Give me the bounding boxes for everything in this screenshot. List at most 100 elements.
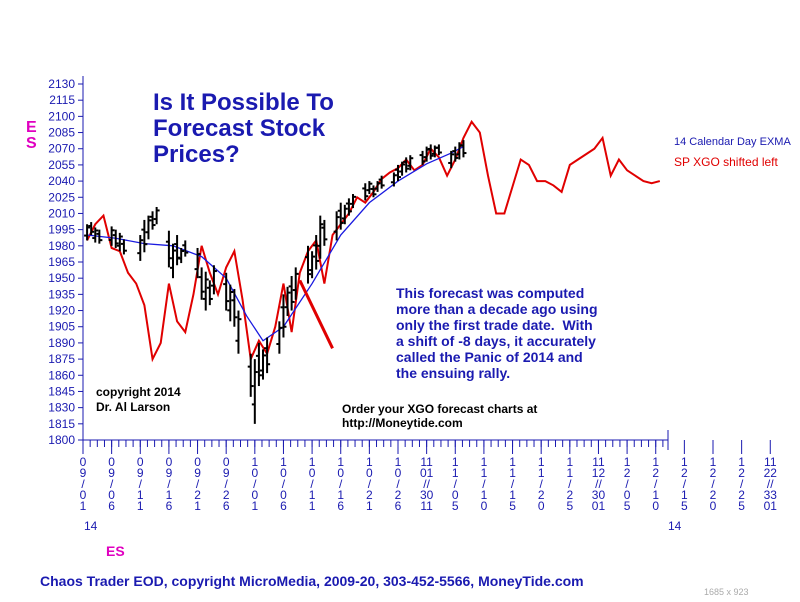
x-tick-label: 1 1/2 5	[566, 455, 573, 513]
x-tick-label: 1 0/0 6	[280, 455, 287, 513]
price-bar	[170, 243, 176, 279]
price-bar	[223, 272, 230, 311]
price-bar	[366, 181, 373, 195]
price-bar	[452, 146, 459, 162]
year-label-start: 14	[84, 519, 98, 533]
price-bar	[264, 337, 271, 374]
footer-credit: Chaos Trader EOD, copyright MicroMedia, …	[40, 573, 584, 589]
price-bar	[309, 251, 316, 279]
y-tick-label: 2040	[48, 174, 75, 188]
forecast-annotation: This forecast was computed more than a d…	[396, 285, 598, 381]
y-tick-label: 1890	[48, 336, 75, 350]
chart-title: Is It Possible To Forecast Stock Prices?	[153, 89, 334, 168]
legend-ma-label: 14 Calendar Day EXMA	[674, 136, 791, 148]
price-bar	[182, 240, 189, 257]
y-tick-label: 1860	[48, 368, 75, 382]
price-bar	[235, 310, 242, 354]
price-bar	[84, 224, 91, 241]
x-axis-symbol: ES	[106, 543, 125, 559]
price-bar	[137, 235, 144, 261]
x-tick-label: 1 2/0 5	[624, 455, 631, 513]
price-bar	[341, 204, 348, 225]
price-bar	[153, 206, 160, 225]
x-tick-label: 1 0/0 1	[251, 455, 258, 513]
price-bar	[280, 294, 287, 338]
x-tick-label: 1 1/1 0	[481, 455, 488, 513]
y-tick-label: 1875	[48, 352, 75, 366]
y-axis-symbol: E S	[26, 119, 37, 152]
price-bar	[92, 227, 99, 243]
price-bar	[96, 229, 103, 244]
price-bar	[292, 267, 299, 300]
price-bar	[276, 321, 283, 354]
year-label-end: 14	[668, 519, 682, 533]
x-tick-label: 0 9/0 6	[108, 455, 115, 513]
price-bar	[399, 161, 406, 176]
y-tick-label: 1965	[48, 255, 75, 269]
x-tick-label: 1 2/2 0	[710, 455, 717, 513]
copyright-note: copyright 2014 Dr. Al Larson	[96, 385, 181, 414]
price-bar	[395, 164, 401, 182]
price-bar	[362, 183, 369, 201]
x-tick-label: 1 0/2 1	[366, 455, 373, 513]
y-tick-label: 1800	[48, 433, 75, 447]
price-bar	[108, 226, 115, 246]
price-bar	[88, 222, 95, 236]
y-tick-label: 2115	[49, 93, 75, 107]
y-tick-label: 1845	[48, 384, 75, 398]
x-tick-label: 1 0/1 1	[309, 455, 316, 513]
x-tick-label: 1 2/1 5	[681, 455, 688, 513]
price-bar	[345, 198, 352, 216]
price-bar	[145, 215, 152, 240]
y-tick-label: 2100	[48, 109, 75, 123]
price-bar	[313, 235, 320, 270]
price-bar	[178, 247, 185, 264]
y-tick-label: 2070	[48, 142, 75, 156]
price-bar	[333, 211, 340, 241]
price-bar	[370, 185, 377, 198]
y-tick-label: 2025	[48, 190, 75, 204]
price-bar	[448, 150, 455, 169]
image-size-label: 1685 x 923	[704, 587, 749, 597]
price-bar	[141, 219, 148, 253]
price-bar	[321, 219, 328, 246]
price-bar	[390, 172, 397, 187]
x-tick-label: 11 01//30 11	[420, 455, 434, 513]
x-tick-label: 0 9/1 1	[137, 455, 144, 513]
x-tick-label: 1 0/1 6	[337, 455, 344, 513]
price-bar	[120, 239, 127, 255]
price-bar	[194, 247, 201, 279]
price-bar	[427, 144, 434, 160]
y-tick-label: 1905	[48, 320, 75, 334]
price-bar	[350, 194, 356, 209]
price-bar	[206, 280, 213, 306]
price-bar	[460, 140, 467, 158]
x-tick-label: 11 12//30 01	[592, 455, 606, 513]
price-bar	[165, 230, 172, 268]
price-bar	[403, 157, 410, 173]
y-tick-label: 2010	[48, 206, 75, 220]
y-tick-label: 2055	[48, 158, 75, 172]
y-tick-label: 1815	[48, 417, 75, 431]
price-bar	[198, 267, 205, 300]
x-tick-label: 1 2/2 5	[738, 455, 745, 513]
x-tick-label: 0 9/2 1	[194, 455, 201, 513]
y-tick-label: 2130	[48, 77, 75, 91]
ma-line	[87, 145, 464, 342]
y-tick-label: 1980	[48, 239, 75, 253]
price-bar	[116, 232, 123, 252]
price-bar	[419, 150, 426, 165]
x-tick-label: 1 1/2 0	[538, 455, 545, 513]
y-tick-label: 1950	[48, 271, 75, 285]
price-bar	[317, 215, 324, 259]
price-bar	[337, 202, 344, 230]
annotation-pointer	[298, 279, 334, 349]
x-tick-label: 0 9/1 6	[166, 455, 173, 513]
price-bar	[227, 284, 234, 322]
price-bar	[305, 245, 311, 284]
x-tick-label: 1 1/1 5	[509, 455, 516, 513]
price-bar	[251, 359, 258, 424]
price-bar	[149, 211, 156, 230]
price-bar	[210, 265, 217, 295]
